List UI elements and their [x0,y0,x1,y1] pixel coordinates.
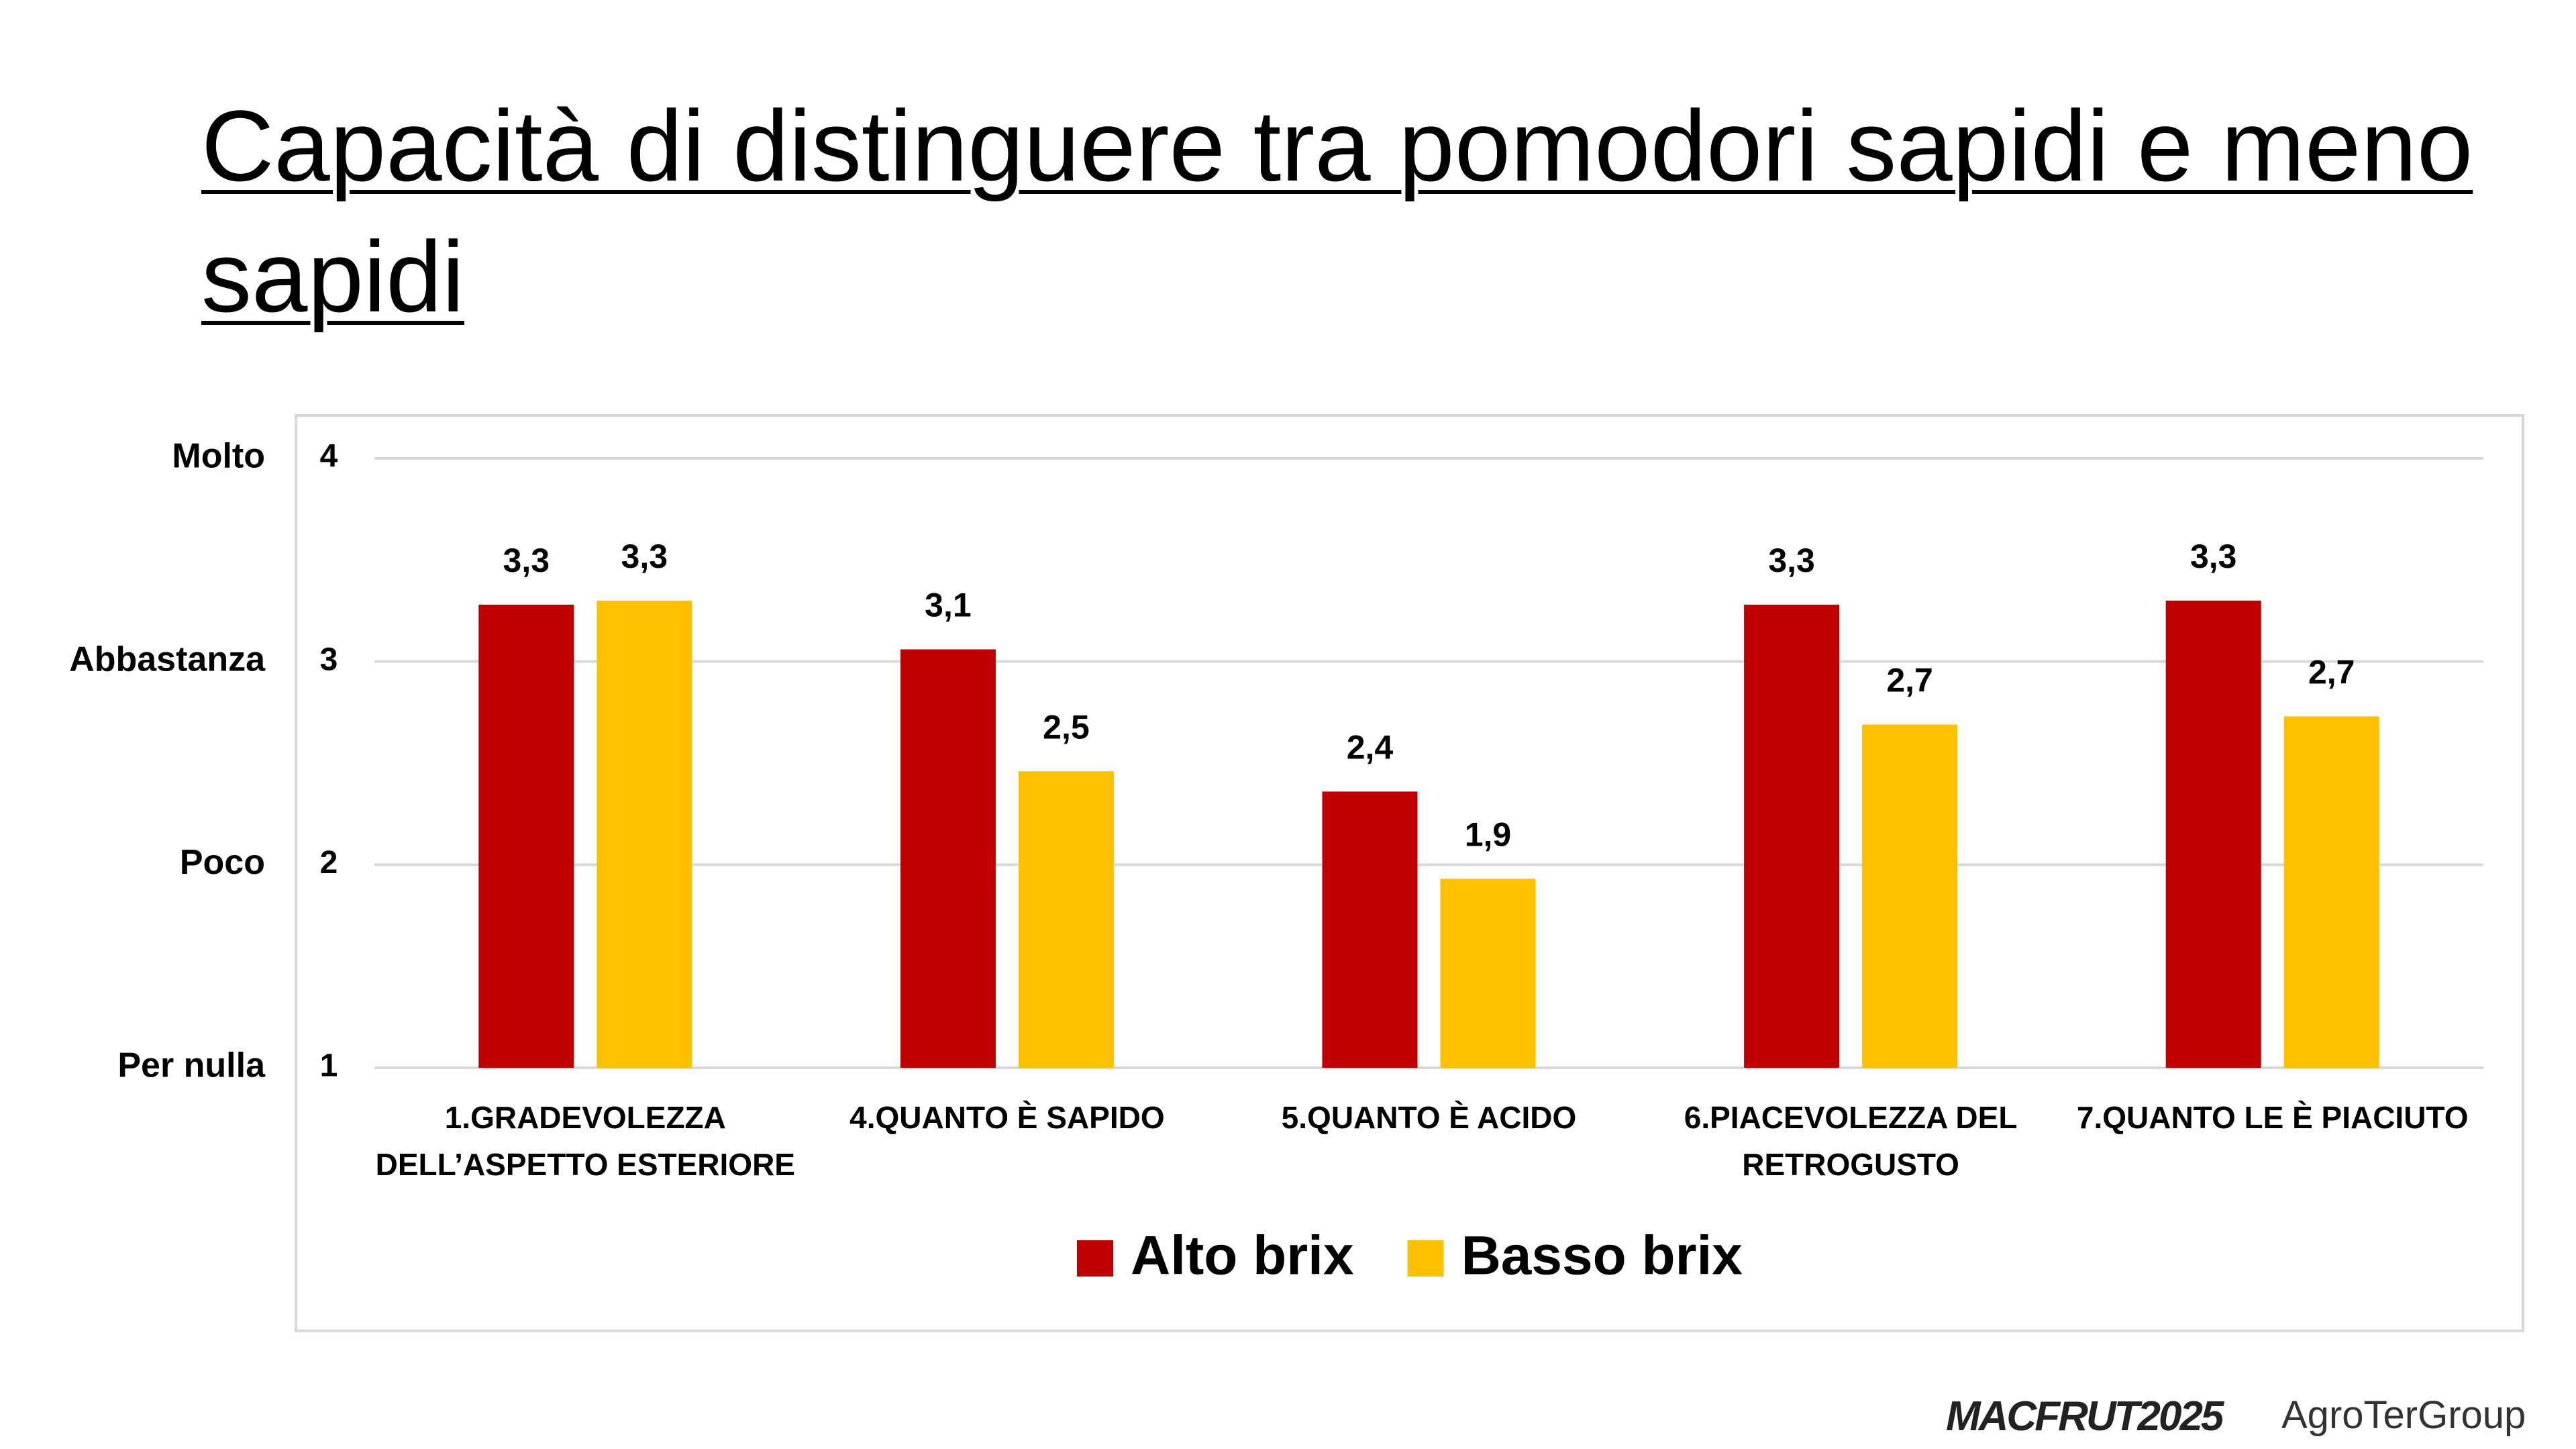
bar [1744,604,1840,1068]
y-tick-label: 4 [320,439,338,474]
value-label: 2,4 [1347,729,1394,766]
bar [900,649,996,1068]
bar [1440,879,1536,1068]
x-label-box: 5.QUANTO È ACIDO [1281,1100,1577,1135]
bar [2165,600,2261,1068]
slide-title: Capacità di distinguere tra pomodori sap… [201,89,2473,333]
y-level-label: Molto [172,437,265,476]
y-level-label: Abbastanza [69,640,266,679]
legend-swatch [1077,1240,1113,1277]
y-level-label: Per nulla [117,1046,266,1085]
value-label: 2,7 [1886,662,1933,699]
value-label: 1,9 [1465,816,1512,854]
value-label: 3,3 [621,538,668,575]
x-tick-label: 5.QUANTO È ACIDO [1281,1100,1577,1135]
value-label: 3,3 [1768,542,1815,579]
value-label: 3,3 [503,542,550,579]
x-label-box: 6.PIACEVOLEZZA DEL RETROGUSTO [1684,1100,2018,1182]
y-level-label: Poco [180,843,265,882]
bar [1018,771,1114,1068]
bar [2283,716,2379,1068]
chart-frame [295,414,2524,1332]
bar [478,604,574,1068]
value-label: 3,3 [2190,538,2237,575]
macfrut-logo: MACFRUT2025 [1946,1393,2224,1440]
legend-label: Alto brix [1131,1226,1354,1287]
y-tick-label: 2 [320,845,338,881]
x-tick-label: 7.QUANTO LE È PIACIUTO [2076,1100,2469,1135]
bar [597,600,692,1068]
x-tick-label: 1.GRADEVOLEZZA DELL’ASPETTO ESTERIORE [375,1100,795,1182]
bar [1862,724,1958,1068]
agroter-logo: AgroTerGroup [2281,1393,2526,1437]
value-label: 2,5 [1043,708,1090,746]
x-tick-label: 6.PIACEVOLEZZA DEL RETROGUSTO [1684,1100,2018,1182]
y-tick-label: 1 [320,1048,338,1084]
x-label-box: 1.GRADEVOLEZZA DELL’ASPETTO ESTERIORE [375,1100,795,1182]
x-label-box: 4.QUANTO È SAPIDO [849,1100,1165,1135]
bar [1322,791,1418,1068]
y-tick-label: 3 [320,642,338,677]
x-tick-label: 4.QUANTO È SAPIDO [849,1100,1165,1135]
value-label: 3,1 [925,587,972,624]
value-label: 2,7 [2308,654,2355,691]
legend-swatch [1407,1240,1444,1277]
legend-label: Basso brix [1461,1226,1743,1287]
x-label-box: 7.QUANTO LE È PIACIUTO [2076,1100,2469,1135]
